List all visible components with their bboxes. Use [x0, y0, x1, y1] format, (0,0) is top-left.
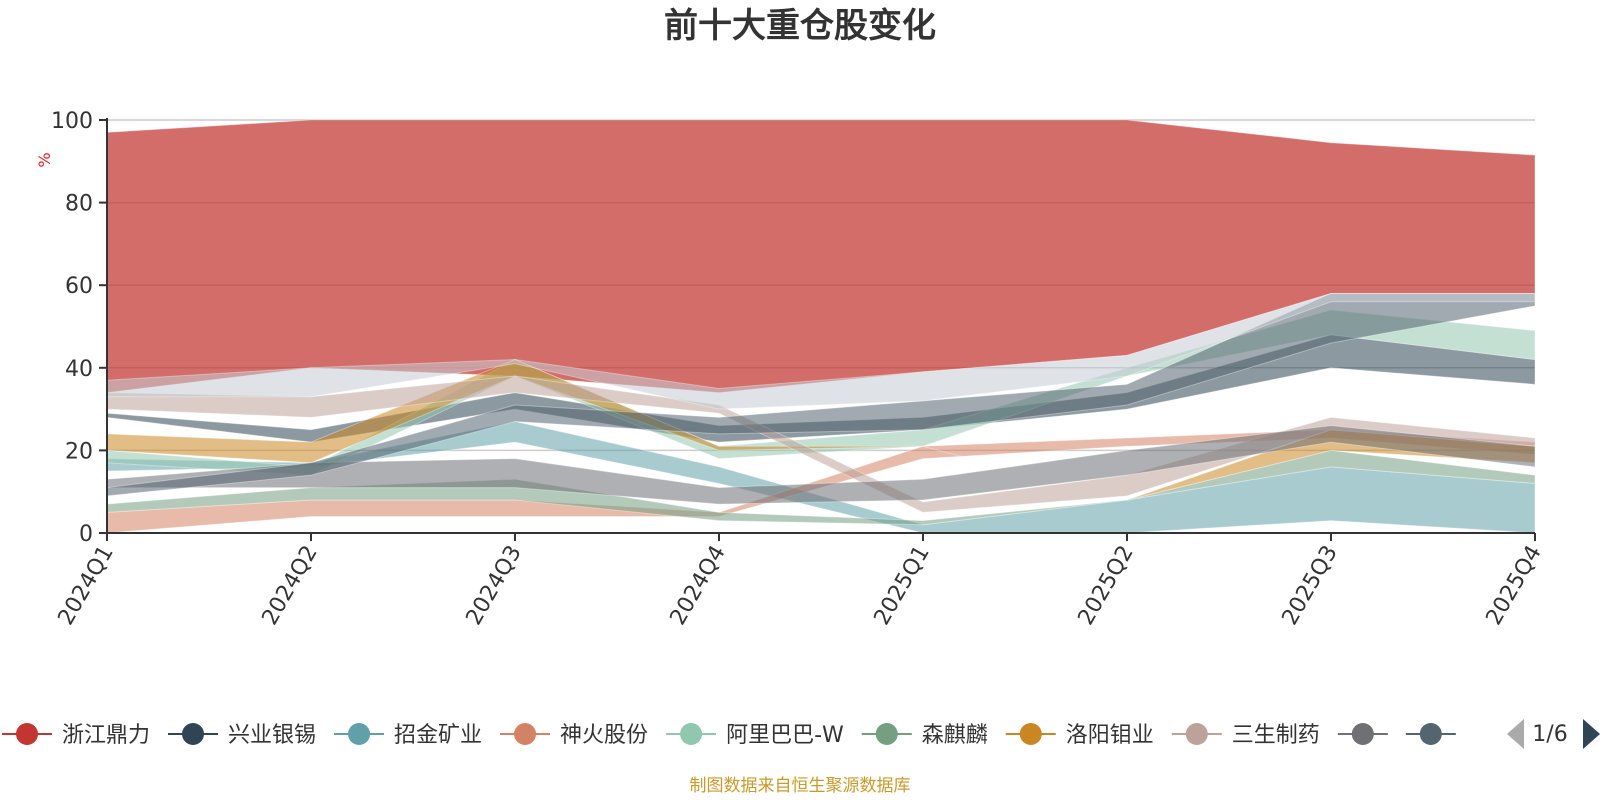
y-tick-label: 0 — [79, 522, 93, 547]
x-tick-labels: 2024Q1 2024Q2 2024Q3 2024Q4 2025Q1 2025Q2 2025… — [54, 541, 1547, 629]
legend-marker — [16, 723, 38, 745]
legend-item[interactable] — [1337, 723, 1388, 745]
data-source-note: 制图数据来自恒生聚源数据库 — [690, 776, 911, 796]
y-axis-label: % — [35, 152, 54, 167]
legend-marker — [875, 723, 898, 745]
series-area-9 — [106, 292, 1536, 497]
x-tick-label: 2024Q4 — [666, 541, 731, 629]
legend-item[interactable]: 森麒麟 — [861, 723, 988, 748]
legend-item[interactable]: 洛阳钼业 — [1005, 723, 1154, 748]
legend-item[interactable]: 三生制药 — [1171, 723, 1320, 748]
chart-title: 前十大重仓股变化 — [664, 6, 936, 46]
y-tick-label: 40 — [65, 357, 93, 382]
legend-marker — [182, 723, 205, 745]
y-tick-labels: 0 20 40 60 80 100 — [51, 109, 93, 547]
legend-marker — [680, 723, 703, 745]
legend-item[interactable] — [1405, 723, 1456, 745]
legend-label: 森麒麟 — [922, 723, 988, 748]
legend-marker — [1019, 723, 1042, 745]
y-tick-label: 60 — [65, 274, 93, 299]
legend-item[interactable]: 阿里巴巴-W — [666, 723, 844, 748]
y-tick-label: 100 — [51, 109, 93, 134]
legend-item[interactable]: 浙江鼎力 — [2, 723, 150, 748]
legend: 浙江鼎力 兴业银锡 招金矿业 神火股份 阿里巴巴-W 森麒麟 洛阳钼业 三生制药 — [2, 723, 1456, 748]
legend-label: 神火股份 — [560, 723, 648, 748]
legend-label: 洛阳钼业 — [1066, 723, 1154, 748]
y-tick-label: 80 — [65, 192, 93, 217]
legend-item[interactable]: 招金矿业 — [334, 723, 482, 748]
legend-item[interactable]: 神火股份 — [500, 723, 648, 748]
legend-label: 三生制药 — [1232, 723, 1320, 748]
legend-marker — [348, 723, 371, 745]
legend-next-arrow-icon[interactable] — [1583, 719, 1600, 749]
legend-prev-arrow-icon[interactable] — [1507, 719, 1524, 749]
y-tick-label: 20 — [65, 439, 93, 464]
x-tick-label: 2025Q1 — [870, 541, 935, 629]
x-tick-label: 2024Q3 — [462, 541, 527, 629]
legend-item[interactable]: 兴业银锡 — [168, 723, 316, 748]
legend-page-indicator: 1/6 — [1532, 722, 1567, 747]
x-tick-label: 2025Q4 — [1482, 541, 1547, 629]
legend-label: 兴业银锡 — [228, 723, 316, 748]
series-area-8 — [106, 425, 1536, 505]
x-tick-label: 2024Q1 — [54, 541, 119, 629]
series-area-10 — [106, 292, 1536, 410]
x-tick-label: 2025Q2 — [1074, 541, 1139, 629]
legend-marker — [1419, 723, 1442, 745]
legend-label: 浙江鼎力 — [62, 723, 150, 748]
legend-marker — [1351, 723, 1374, 745]
legend-pager: 1/6 — [1507, 719, 1600, 749]
x-tick-label: 2025Q3 — [1278, 541, 1343, 629]
legend-marker — [514, 723, 537, 745]
legend-label: 阿里巴巴-W — [726, 723, 844, 748]
legend-marker — [1185, 723, 1208, 745]
series-areas — [106, 119, 1536, 534]
legend-label: 招金矿业 — [394, 723, 482, 748]
axes — [106, 118, 1536, 541]
x-tick-label: 2024Q2 — [258, 541, 323, 629]
